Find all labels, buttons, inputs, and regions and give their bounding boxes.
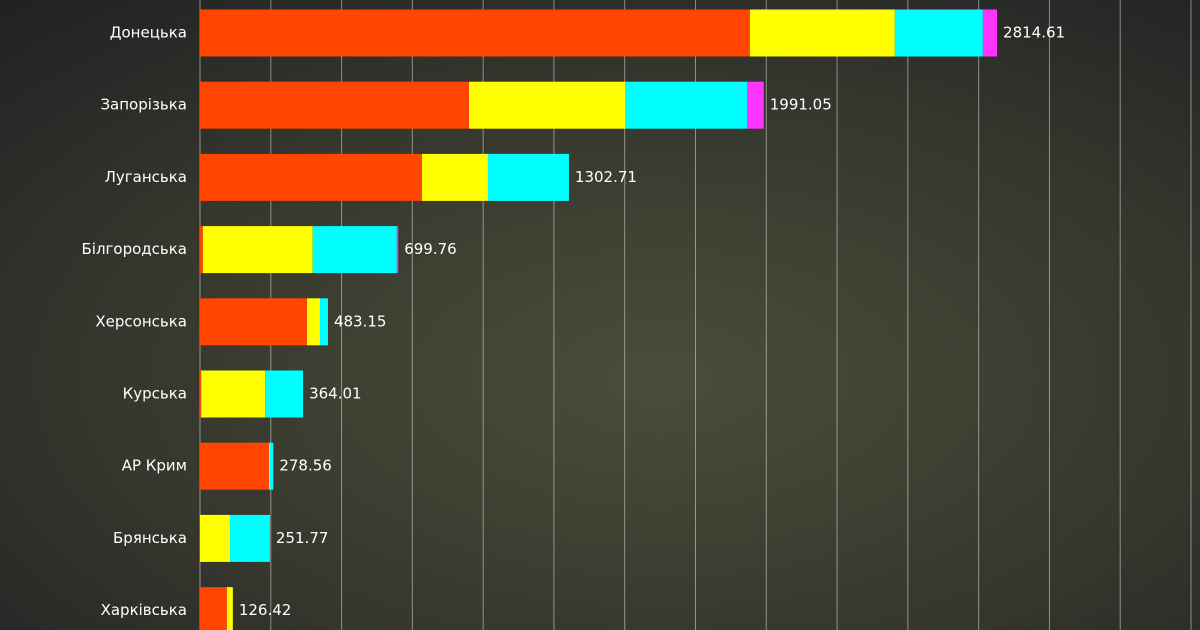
bar-segment <box>396 226 399 274</box>
category-label: Білгородська <box>81 240 187 258</box>
bar-segment <box>265 370 304 418</box>
bar-segment <box>312 226 397 274</box>
bar-segment <box>982 9 998 57</box>
category-label: Курська <box>123 385 187 403</box>
total-label: 483.15 <box>334 312 387 330</box>
bar-segment <box>200 514 231 562</box>
bar-segment <box>269 442 274 490</box>
total-label: 699.76 <box>404 240 457 258</box>
bar-segment <box>269 442 270 490</box>
category-label: Донецька <box>110 24 187 42</box>
bar-segment <box>749 9 895 57</box>
bar-segment <box>747 81 764 129</box>
category-label: Запорізька <box>100 96 187 114</box>
bar-segment <box>200 370 202 418</box>
bar-segment <box>200 587 227 630</box>
bar-segment <box>226 587 233 630</box>
bar-segment <box>200 298 308 346</box>
bar-segment <box>894 9 983 57</box>
total-label: 1302.71 <box>575 168 637 186</box>
bar-segment <box>468 81 625 129</box>
bar-segment <box>200 9 750 57</box>
category-label: Брянська <box>113 529 187 547</box>
bar-segment <box>307 298 321 346</box>
bar-segment <box>487 153 569 201</box>
bar-segment <box>202 226 313 274</box>
bar-segment <box>200 81 469 129</box>
category-label: АР Крим <box>122 457 187 475</box>
bar-segment <box>200 153 422 201</box>
bar-segment <box>201 370 266 418</box>
total-label: 1991.05 <box>770 96 832 114</box>
bar-segment <box>230 514 270 562</box>
total-label: 278.56 <box>279 457 332 475</box>
category-label: Херсонська <box>95 312 187 330</box>
category-label: Луганська <box>105 168 187 186</box>
bar-segment <box>421 153 488 201</box>
total-label: 251.77 <box>276 529 329 547</box>
total-label: 2814.61 <box>1003 24 1065 42</box>
category-label: Харківська <box>101 601 187 619</box>
bar-segment <box>624 81 748 129</box>
bar-segment <box>200 442 270 490</box>
total-label: 126.42 <box>239 601 292 619</box>
total-label: 364.01 <box>309 385 362 403</box>
bar-segment <box>320 298 328 346</box>
bar-segment <box>200 226 203 274</box>
